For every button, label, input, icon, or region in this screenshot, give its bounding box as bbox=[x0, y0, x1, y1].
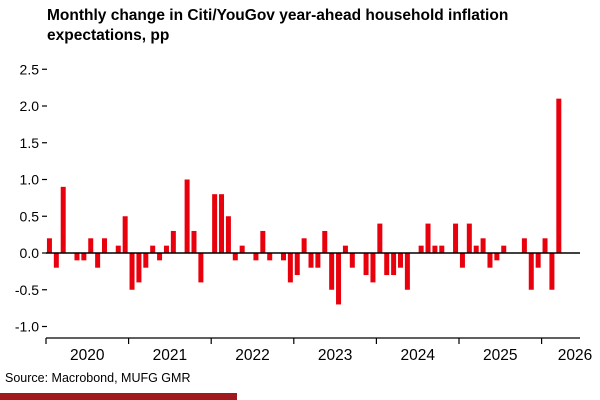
bar bbox=[170, 230, 176, 253]
brand-strip bbox=[0, 393, 237, 400]
bar bbox=[556, 98, 562, 254]
bar bbox=[384, 253, 390, 276]
bar bbox=[342, 245, 348, 253]
y-tick-label: 2.5 bbox=[20, 61, 40, 77]
bar bbox=[308, 253, 314, 268]
x-tick-label: 2024 bbox=[400, 347, 435, 364]
bar bbox=[439, 245, 445, 253]
bar bbox=[480, 238, 486, 253]
bar bbox=[425, 223, 431, 253]
y-tick-label: -1.0 bbox=[15, 319, 39, 335]
bar bbox=[301, 238, 307, 253]
bar bbox=[267, 253, 273, 261]
bar bbox=[336, 253, 342, 305]
bar bbox=[391, 253, 397, 276]
y-tick-label: 0.0 bbox=[20, 245, 40, 261]
bar bbox=[397, 253, 403, 268]
bar bbox=[212, 194, 218, 253]
bar bbox=[418, 245, 424, 253]
bar bbox=[253, 253, 259, 261]
bar bbox=[260, 230, 266, 253]
bar bbox=[115, 245, 121, 253]
bar bbox=[528, 253, 534, 290]
bar bbox=[81, 253, 87, 261]
bar bbox=[280, 253, 286, 261]
bar bbox=[459, 253, 465, 268]
bar bbox=[143, 253, 149, 268]
bar bbox=[349, 253, 355, 268]
bar bbox=[198, 253, 204, 283]
bar bbox=[163, 245, 169, 253]
bar bbox=[150, 245, 156, 253]
bar bbox=[363, 253, 369, 276]
bar bbox=[102, 238, 108, 253]
y-tick-label: 0.5 bbox=[20, 208, 40, 224]
bar bbox=[549, 253, 555, 290]
x-tick-label: 2023 bbox=[318, 347, 352, 364]
bar bbox=[370, 253, 376, 283]
bar bbox=[404, 253, 410, 290]
y-tick-label: 1.5 bbox=[20, 135, 40, 151]
bar bbox=[453, 223, 459, 253]
y-tick-label: 1.0 bbox=[20, 172, 40, 188]
bar bbox=[225, 216, 231, 253]
bar bbox=[315, 253, 321, 268]
bar bbox=[122, 216, 128, 253]
chart-title: Monthly change in Citi/YouGov year-ahead… bbox=[47, 7, 509, 44]
bar bbox=[239, 245, 245, 253]
bar bbox=[329, 253, 335, 290]
bar bbox=[74, 253, 80, 261]
bar bbox=[53, 253, 59, 268]
bar bbox=[95, 253, 101, 268]
bar bbox=[191, 230, 197, 253]
bar bbox=[287, 253, 293, 283]
bar bbox=[294, 253, 300, 276]
x-tick-label: 2022 bbox=[235, 347, 269, 364]
bar bbox=[542, 238, 548, 253]
bar bbox=[232, 253, 238, 261]
bar bbox=[136, 253, 142, 283]
bar bbox=[432, 245, 438, 253]
x-tick-label: 2020 bbox=[70, 347, 105, 364]
bar bbox=[494, 253, 500, 261]
bar bbox=[377, 223, 383, 253]
bar bbox=[129, 253, 135, 290]
x-tick-label: 2026 bbox=[558, 347, 592, 364]
bar bbox=[219, 194, 225, 253]
bar bbox=[521, 238, 527, 253]
bar bbox=[487, 253, 493, 268]
bar bbox=[184, 179, 190, 253]
bar bbox=[157, 253, 163, 261]
bar bbox=[60, 186, 66, 253]
y-tick-label: -0.5 bbox=[15, 282, 39, 298]
bar bbox=[88, 238, 94, 253]
bar bbox=[501, 245, 507, 253]
bar bbox=[322, 230, 328, 253]
x-tick-label: 2021 bbox=[153, 347, 187, 364]
bar bbox=[535, 253, 541, 268]
bar bbox=[46, 238, 52, 253]
x-tick-label: 2025 bbox=[483, 347, 517, 364]
source-note: Source: Macrobond, MUFG GMR bbox=[5, 371, 191, 385]
y-tick-label: 2.0 bbox=[20, 98, 40, 114]
bar bbox=[466, 223, 472, 253]
bar bbox=[473, 245, 479, 253]
